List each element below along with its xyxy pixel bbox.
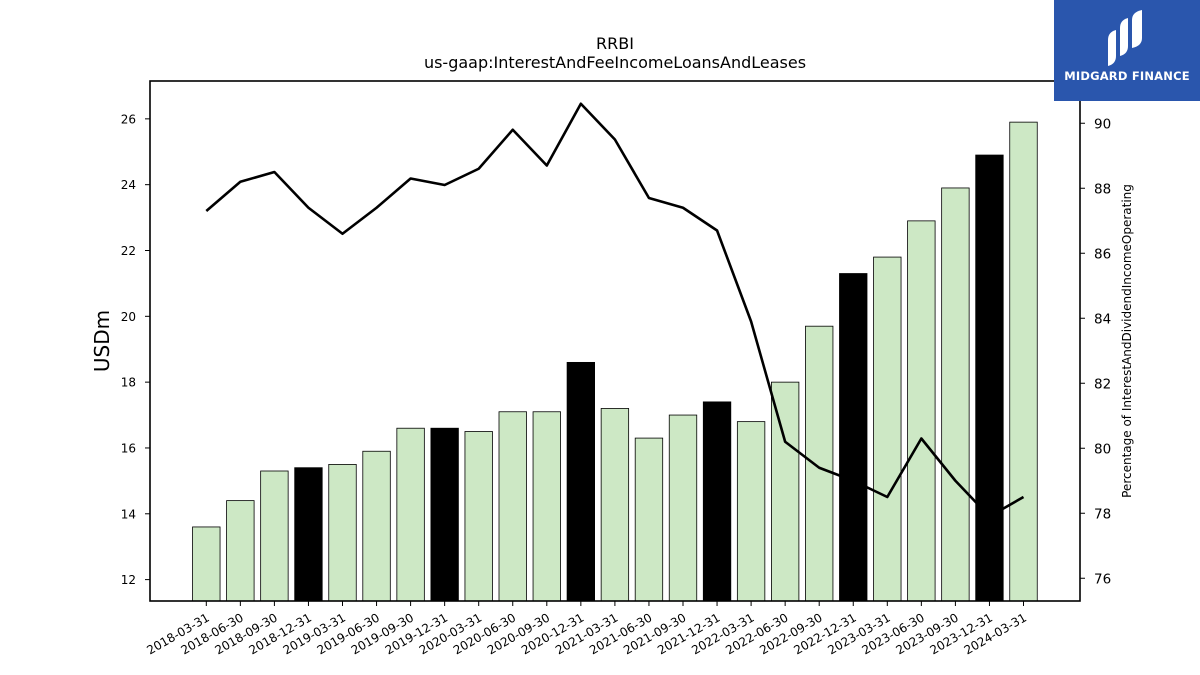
percentage-line [205,102,1025,518]
y-tick-label: 24 [121,178,136,192]
bar-2022-06-30 [771,381,800,602]
bar-2022-09-30 [805,325,834,602]
bar-2023-12-31 [975,154,1004,602]
bar-2018-09-30 [260,470,289,602]
bars-layer [192,121,1038,602]
bar-2021-09-30 [668,414,698,602]
bar-2021-12-31 [702,401,732,602]
bar-2023-09-30 [941,187,970,602]
midgard-m-logo-icon [1108,10,1142,66]
chart-title: RRBI [596,34,634,53]
y2-tick-label: 76 [1094,571,1111,587]
bar-2019-09-30 [396,427,425,602]
bar-2023-03-31 [873,256,902,602]
y-tick-label: 16 [121,441,136,455]
bar-2018-06-30 [226,500,255,602]
line-layer [205,102,1025,518]
bar-2019-03-31 [328,464,357,602]
brand-name: MIDGARD FINANCE [1064,69,1190,83]
chart-subtitle: us-gaap:InterestAndFeeIncomeLoansAndLeas… [424,53,806,72]
bar-2021-03-31 [600,408,630,602]
bar-2022-12-31 [839,273,868,602]
y-tick-label: 12 [121,573,136,587]
y2-tick-label: 86 [1094,246,1111,262]
bar-2020-03-31 [464,431,493,602]
bar-2019-06-30 [362,450,391,602]
bar-2020-09-30 [532,411,561,602]
y-tick-label: 18 [121,376,136,390]
bar-2020-06-30 [498,411,527,602]
bar-2018-12-31 [294,467,323,602]
y2-tick-label: 90 [1094,116,1111,132]
y2-tick-label: 84 [1094,311,1111,327]
y2-tick-label: 88 [1094,181,1111,197]
bar-2024-03-31 [1009,121,1038,602]
bar-2020-12-31 [566,361,595,602]
bar-2022-03-31 [736,421,766,602]
y2-tick-label: 82 [1094,376,1111,392]
bar-2021-06-30 [634,437,664,602]
y2-tick-label: 78 [1094,506,1111,522]
y-tick-label: 22 [121,244,136,258]
midgard-finance-logo: MIDGARD FINANCE [1054,0,1200,101]
bar-2019-12-31 [430,427,459,602]
y-tick-label: 14 [121,507,136,521]
y2-tick-label: 80 [1094,441,1111,457]
y-tick-label: 20 [121,310,136,324]
bar-2023-06-30 [907,220,936,602]
bar-2018-03-31 [192,526,221,602]
y2-axis-label: Percentage of InterestAndDividendIncomeO… [1120,184,1134,498]
y-axis-label: USDm [90,310,114,372]
y-tick-label: 26 [121,112,136,126]
